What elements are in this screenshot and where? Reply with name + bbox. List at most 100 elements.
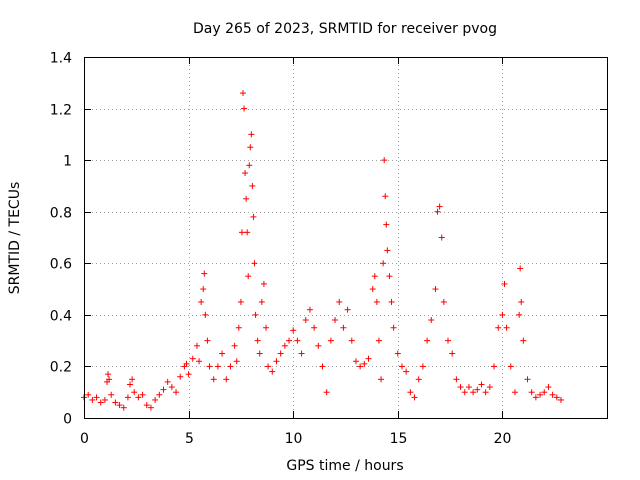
data-point (407, 389, 414, 396)
data-point (327, 337, 334, 344)
data-point (516, 311, 523, 318)
gridlines (84, 57, 607, 418)
y-tick-label: 1.4 (50, 51, 72, 67)
data-point (241, 105, 248, 112)
data-point (453, 376, 460, 383)
data-point (246, 162, 253, 169)
data-point (369, 286, 376, 293)
data-point (553, 394, 560, 401)
data-point (185, 371, 192, 378)
data-point (193, 342, 200, 349)
data-point (461, 389, 468, 396)
data-point (286, 337, 293, 344)
data-point (233, 358, 240, 365)
data-point (93, 394, 100, 401)
data-point (436, 203, 443, 210)
data-point (164, 378, 171, 385)
data-point (124, 394, 131, 401)
data-point (486, 384, 493, 391)
data-point (147, 404, 154, 411)
y-tick-label: 0 (63, 412, 72, 428)
data-point (247, 144, 254, 151)
data-point (382, 193, 389, 200)
data-point (139, 391, 146, 398)
data-point (315, 342, 322, 349)
data-point (108, 391, 115, 398)
data-point (411, 394, 418, 401)
data-point (112, 399, 119, 406)
data-point (495, 324, 502, 331)
data-point (319, 363, 326, 370)
data-point (403, 368, 410, 375)
data-point (381, 157, 388, 164)
data-point (254, 337, 261, 344)
y-tick-label: 0.2 (50, 360, 72, 376)
data-point (365, 355, 372, 362)
data-point (438, 234, 445, 241)
data-point (214, 363, 221, 370)
data-point (160, 386, 167, 393)
data-point (520, 337, 527, 344)
x-axis-label: GPS time / hours (286, 458, 403, 474)
data-point (503, 324, 510, 331)
data-point (294, 337, 301, 344)
data-point (105, 371, 112, 378)
data-point (398, 363, 405, 370)
data-point (378, 376, 385, 383)
y-tick-label: 1.2 (50, 103, 72, 119)
data-point (306, 306, 313, 313)
data-point (248, 131, 255, 138)
x-tick-label: 0 (80, 431, 89, 447)
data-point (470, 389, 477, 396)
data-point (223, 376, 230, 383)
data-point (152, 396, 159, 403)
data-point (434, 208, 441, 215)
data-point (445, 337, 452, 344)
data-point (432, 286, 439, 293)
data-point (265, 363, 272, 370)
data-point (258, 298, 265, 305)
data-point (352, 358, 359, 365)
data-point (344, 306, 351, 313)
data-point (532, 394, 539, 401)
data-point (449, 350, 456, 357)
data-point (173, 389, 180, 396)
x-tick-label: 10 (285, 431, 303, 447)
chart-title: Day 265 of 2023, SRMTID for receiver pvo… (193, 21, 497, 37)
data-point (478, 381, 485, 388)
data-point (524, 376, 531, 383)
data-point (323, 389, 330, 396)
data-point (474, 386, 481, 393)
data-point (491, 363, 498, 370)
data-point (198, 298, 205, 305)
data-point (281, 342, 288, 349)
data-point (348, 337, 355, 344)
data-point (501, 280, 508, 287)
data-point (168, 384, 175, 391)
data-point (85, 391, 92, 398)
data-point (380, 260, 387, 267)
data-point (440, 298, 447, 305)
y-tick-label: 0.8 (50, 206, 72, 222)
data-point (357, 363, 364, 370)
data-point (340, 324, 347, 331)
data-point (106, 376, 113, 383)
data-point (143, 402, 150, 409)
data-point (394, 350, 401, 357)
data-point (89, 396, 96, 403)
data-point (227, 363, 234, 370)
data-point (419, 363, 426, 370)
data-point (290, 327, 297, 334)
data-point (361, 360, 368, 367)
data-point (336, 298, 343, 305)
data-point (499, 311, 506, 318)
data-point (269, 368, 276, 375)
data-point (518, 298, 525, 305)
data-point (371, 273, 378, 280)
data-point (131, 389, 138, 396)
data-point (156, 391, 163, 398)
data-point (386, 273, 393, 280)
data-point (545, 384, 552, 391)
data-point (101, 396, 108, 403)
